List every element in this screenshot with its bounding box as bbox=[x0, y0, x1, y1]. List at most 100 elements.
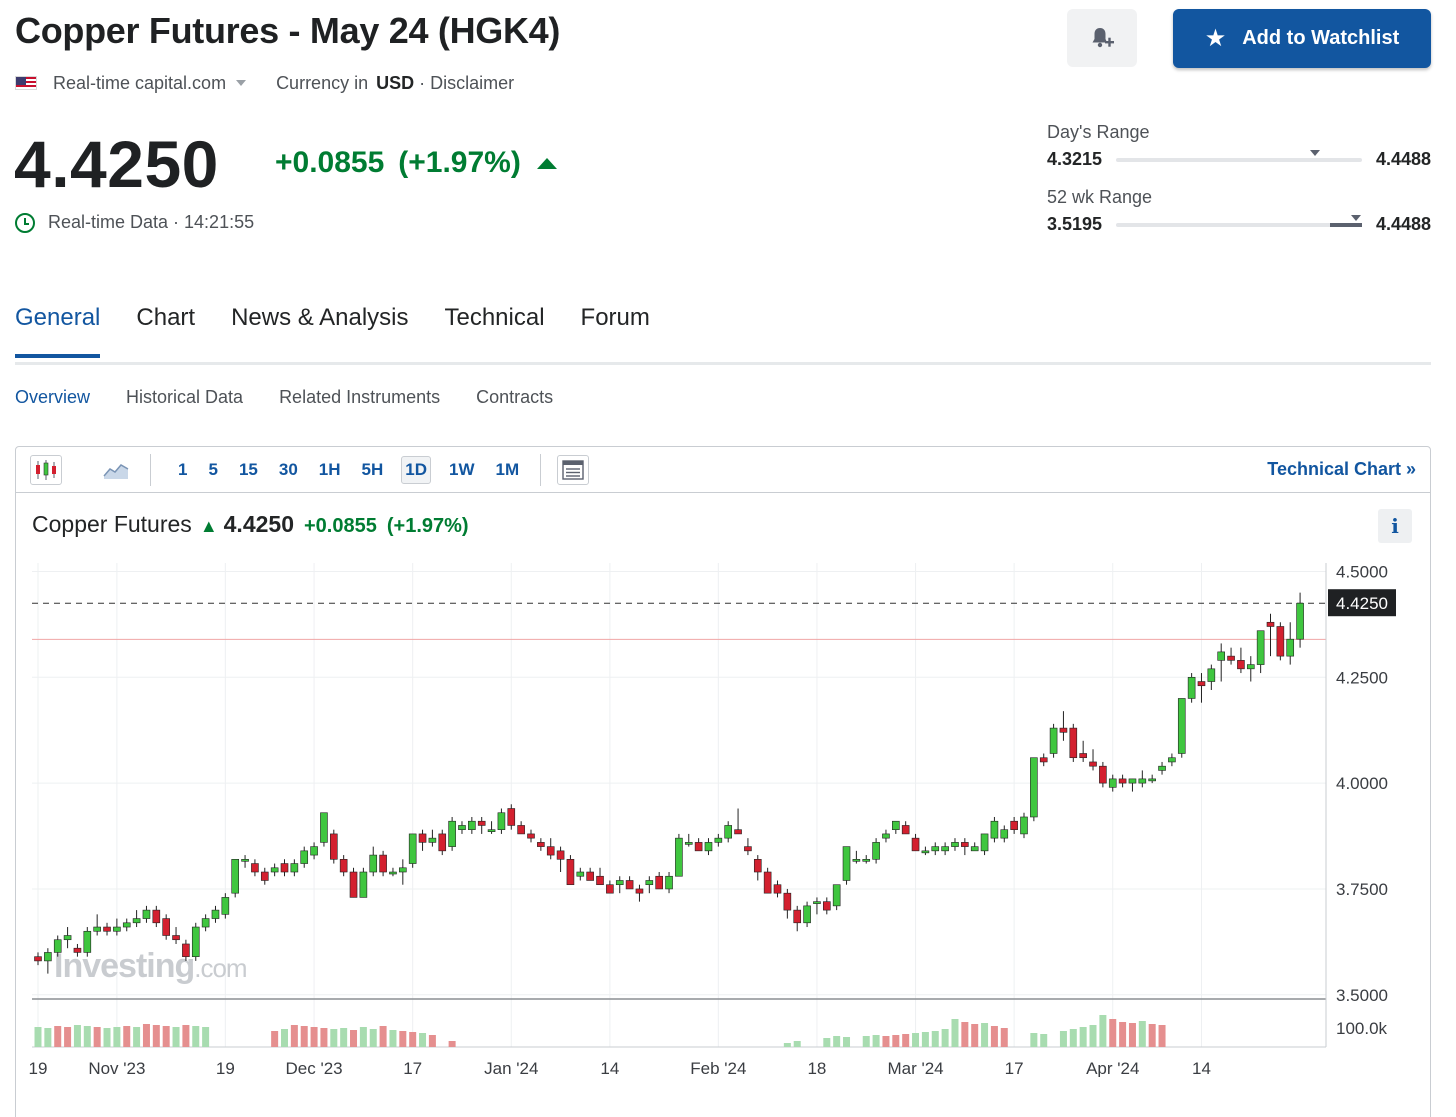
candle-body bbox=[182, 943, 190, 957]
volume-bar bbox=[1059, 1031, 1067, 1047]
volume-bar bbox=[872, 1035, 880, 1047]
volume-bar bbox=[1030, 1033, 1038, 1047]
candle-body bbox=[1128, 778, 1137, 784]
candle-body bbox=[1207, 668, 1216, 682]
technical-chart-link[interactable]: Technical Chart » bbox=[1267, 459, 1416, 479]
create-alert-button[interactable] bbox=[1067, 9, 1137, 67]
clock-icon bbox=[15, 212, 35, 233]
candle-body bbox=[586, 871, 594, 881]
subtab-related-instruments[interactable]: Related Instruments bbox=[279, 387, 441, 407]
chart-info-button[interactable]: i bbox=[1378, 509, 1412, 543]
candle-body bbox=[645, 880, 654, 886]
candle-body bbox=[1089, 761, 1097, 767]
candle-body bbox=[122, 922, 131, 928]
candle-body bbox=[1138, 778, 1147, 784]
tab-forum[interactable]: Forum bbox=[580, 304, 650, 331]
data-source-label: Real-time capital.com bbox=[53, 72, 227, 93]
candle-body bbox=[803, 905, 811, 924]
up-triangle-icon bbox=[536, 157, 557, 169]
candle-body bbox=[901, 825, 910, 835]
volume-bar bbox=[142, 1024, 150, 1047]
52wk-range-fill bbox=[1329, 222, 1362, 227]
candle-body bbox=[1000, 829, 1009, 839]
sub-tabs: Overview Historical Data Related Instrum… bbox=[15, 387, 589, 408]
subtab-overview[interactable]: Overview bbox=[15, 387, 91, 407]
chart-toolbar: 1 5 15 30 1H 5H 1D 1W 1M Technical Chart… bbox=[16, 447, 1430, 493]
data-source-selector[interactable]: Real-time capital.com bbox=[53, 72, 247, 94]
candle-body bbox=[280, 863, 289, 873]
volume-bar bbox=[1069, 1029, 1077, 1047]
candle-body bbox=[113, 926, 121, 932]
x-axis-tick-label: Apr '24 bbox=[1086, 1059, 1139, 1077]
volume-bar bbox=[103, 1028, 111, 1047]
volume-bar bbox=[1148, 1024, 1156, 1047]
subtab-contracts[interactable]: Contracts bbox=[476, 387, 554, 407]
volume-bar bbox=[44, 1028, 52, 1047]
candle-body bbox=[744, 846, 752, 852]
timeframe-1d[interactable]: 1D bbox=[401, 455, 431, 484]
volume-bar bbox=[1079, 1027, 1087, 1047]
volume-bar bbox=[34, 1027, 42, 1047]
tab-news-analysis[interactable]: News & Analysis bbox=[231, 304, 409, 331]
realtime-status: Real-time Data · 14:21:55 bbox=[15, 212, 254, 233]
price-chart[interactable]: Investing.com 4.5000 4.2500 4.0000 3.7500 3.5… bbox=[16, 447, 1430, 1077]
candle-body bbox=[408, 833, 417, 864]
candle-body bbox=[1049, 727, 1058, 754]
timeframe-1w[interactable]: 1W bbox=[448, 459, 475, 479]
candle-body bbox=[201, 918, 210, 928]
timeframe-30[interactable]: 30 bbox=[278, 459, 298, 479]
toolbar-divider bbox=[150, 453, 151, 486]
volume-axis-label: 100.0k bbox=[1336, 1019, 1388, 1038]
candlestick-chart-type-button[interactable] bbox=[30, 454, 62, 485]
currency-label: Currency in bbox=[276, 72, 369, 93]
subtab-historical-data[interactable]: Historical Data bbox=[126, 387, 244, 407]
volume-bar bbox=[359, 1027, 367, 1047]
candle-body bbox=[566, 859, 575, 886]
candle-body bbox=[1227, 655, 1235, 661]
timeframe-1m[interactable]: 1M bbox=[495, 459, 520, 479]
candle-body bbox=[507, 808, 516, 826]
candle-body bbox=[842, 846, 851, 881]
candle-body bbox=[1079, 753, 1087, 759]
x-axis-tick-label: 19 bbox=[216, 1059, 235, 1077]
candle-body bbox=[497, 812, 506, 830]
realtime-label: Real-time Data · 14:21:55 bbox=[48, 212, 255, 232]
candle-body bbox=[162, 918, 170, 936]
area-chart-type-button[interactable] bbox=[100, 455, 132, 485]
x-axis-tick-label: 14 bbox=[1192, 1059, 1211, 1077]
volume-bar bbox=[892, 1035, 900, 1047]
volume-bar bbox=[448, 1041, 456, 1047]
candle-body bbox=[1039, 757, 1048, 763]
volume-bar bbox=[912, 1033, 920, 1047]
timeframe-5[interactable]: 5 bbox=[208, 459, 218, 479]
candle-body bbox=[1020, 816, 1028, 835]
volume-bar bbox=[310, 1027, 318, 1047]
timeframe-1[interactable]: 1 bbox=[178, 459, 188, 479]
tab-technical[interactable]: Technical bbox=[444, 304, 545, 331]
candle-body bbox=[615, 880, 624, 886]
candle-body bbox=[882, 833, 890, 839]
chart-settings-button[interactable] bbox=[557, 454, 590, 485]
disclaimer-link[interactable]: · Disclaimer bbox=[419, 72, 515, 93]
tab-general[interactable]: General bbox=[15, 304, 101, 358]
candle-body bbox=[1187, 676, 1196, 699]
currency-value: USD bbox=[376, 72, 415, 93]
volume-bar bbox=[83, 1026, 91, 1047]
timeframe-1h[interactable]: 1H bbox=[318, 459, 341, 479]
volume-bar bbox=[1128, 1023, 1136, 1047]
x-axis-tick-label: Mar '24 bbox=[887, 1059, 943, 1077]
tab-chart[interactable]: Chart bbox=[136, 304, 196, 331]
candle-body bbox=[655, 875, 663, 890]
days-range-marker bbox=[1310, 149, 1321, 156]
volume-bar bbox=[281, 1029, 288, 1047]
timeframe-5h[interactable]: 5H bbox=[361, 459, 384, 479]
timeframe-15[interactable]: 15 bbox=[238, 459, 258, 479]
candle-body bbox=[783, 892, 792, 911]
candle-body bbox=[606, 884, 614, 894]
x-axis-tick-label: Dec '23 bbox=[286, 1059, 343, 1077]
volume-bar bbox=[271, 1031, 279, 1047]
volume-bar bbox=[793, 1041, 801, 1047]
candle-body bbox=[399, 867, 407, 873]
add-to-watchlist-button[interactable]: ★ Add to Watchlist bbox=[1173, 9, 1431, 68]
volume-bar bbox=[951, 1019, 959, 1047]
